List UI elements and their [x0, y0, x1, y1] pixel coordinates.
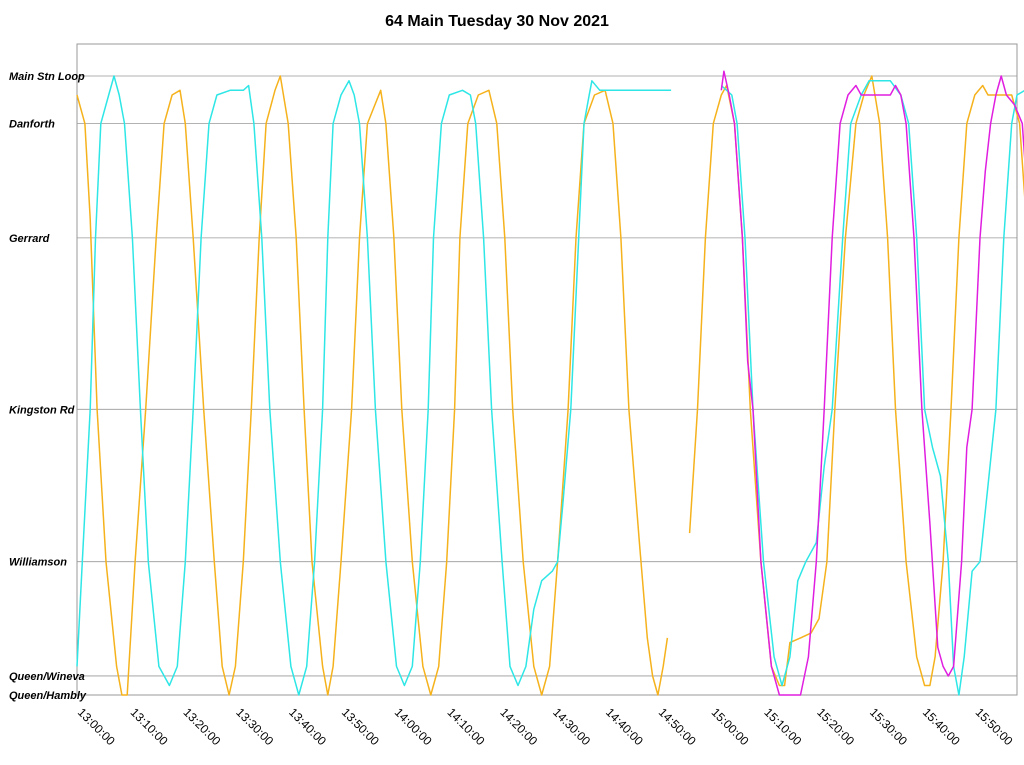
stop-label: Queen/Wineva: [9, 671, 85, 683]
time-tick-label: 14:30:00: [550, 705, 593, 748]
orange-bus-trace: [76, 75, 669, 696]
stop-label: Main Stn Loop: [9, 71, 85, 83]
stop-labels: Main Stn Loop Danforth Gerrard Kingston Rd W…: [9, 71, 87, 702]
time-tick-label: 13:20:00: [180, 705, 223, 748]
stop-label: Gerrard: [9, 233, 50, 245]
time-tick-label: 14:40:00: [603, 705, 646, 748]
bus-traces: [76, 70, 1024, 696]
chart-title: 64 Main Tuesday 30 Nov 2021: [385, 13, 609, 30]
plot-frame: [76, 43, 1018, 696]
stop-gridlines: [77, 75, 1017, 677]
time-tick-label: 15:30:00: [867, 705, 910, 748]
time-tick-label: 14:50:00: [656, 705, 699, 748]
time-axis-labels: 13:00:00 13:10:00 13:20:00 13:30:00 13:40:00…: [75, 705, 1016, 748]
stop-label: Danforth: [9, 119, 55, 131]
time-tick-label: 14:20:00: [497, 705, 540, 748]
stop-label: Kingston Rd: [9, 404, 75, 416]
magenta-bus-trace: [720, 70, 1024, 696]
time-tick-label: 13:00:00: [75, 705, 118, 748]
time-tick-label: 15:50:00: [973, 705, 1016, 748]
time-tick-label: 14:10:00: [445, 705, 488, 748]
time-tick-label: 13:50:00: [339, 705, 382, 748]
stop-label: Williamson: [9, 557, 67, 569]
cyan-bus-trace: [720, 80, 1024, 696]
time-tick-label: 15:20:00: [814, 705, 857, 748]
stop-label: Queen/Hambly: [9, 690, 87, 702]
time-tick-label: 14:00:00: [392, 705, 435, 748]
time-tick-label: 13:40:00: [286, 705, 329, 748]
time-tick-label: 13:30:00: [233, 705, 276, 748]
time-tick-label: 15:40:00: [920, 705, 963, 748]
cyan-bus-trace: [76, 75, 672, 696]
time-tick-label: 13:10:00: [128, 705, 171, 748]
time-tick-label: 15:00:00: [709, 705, 752, 748]
time-tick-label: 15:10:00: [761, 705, 804, 748]
